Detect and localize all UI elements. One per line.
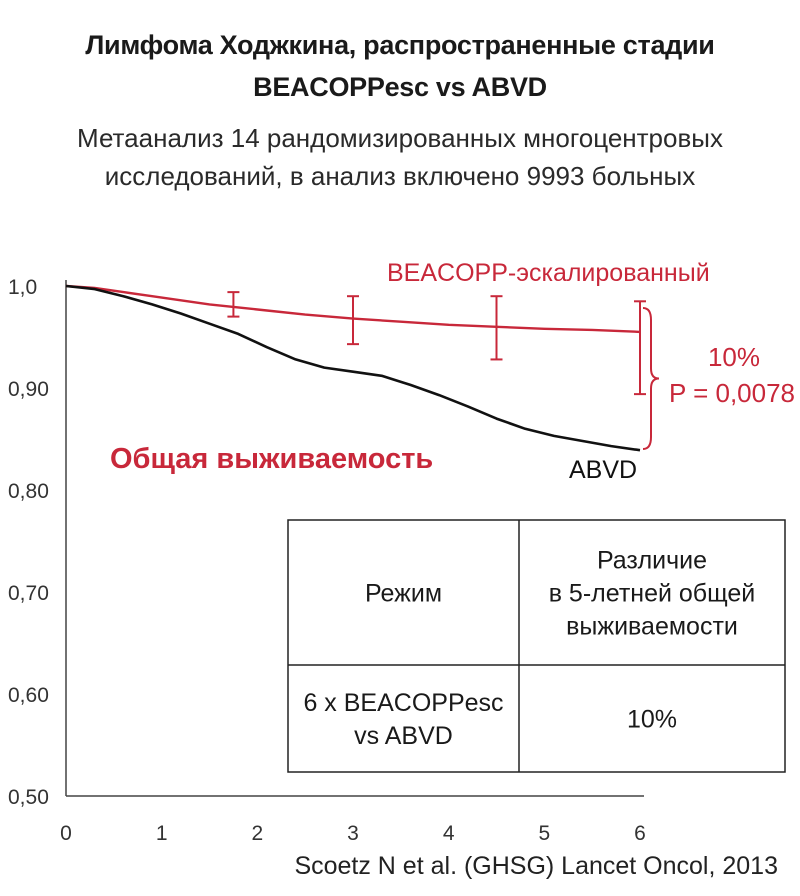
x-tick-label-0: 0 (60, 822, 72, 845)
chart-title-line2: BEACOPPesc vs ABVD (253, 72, 547, 102)
series-line-1 (65, 284, 641, 452)
inset-table-header-difference: Различие в 5-летней общей выживаемости (549, 547, 756, 641)
chart-title-line1: Лимфома Ходжкина, распространенные стади… (85, 30, 715, 60)
series-label-abvd: ABVD (569, 456, 637, 484)
inset-table-header-regimen: Режим (365, 580, 442, 608)
chart-subtitle-line2: исследований, в анализ включено 9993 бол… (104, 161, 696, 191)
reference-citation: Scoetz N et al. (GHSG) Lancet Oncol, 201… (294, 852, 778, 880)
p-value: P = 0,0078 (669, 378, 795, 408)
inset-table-cell-regimen: 6 x BEACOPPesc vs ABVD (303, 689, 503, 750)
y-tick-label-5: 0,50 (8, 786, 49, 809)
series-line-0 (65, 284, 641, 334)
x-tick-label-6: 6 (634, 822, 646, 845)
y-tick-label-0: 1,0 (8, 276, 37, 299)
x-tick-label-5: 5 (538, 822, 550, 845)
x-tick-label-1: 1 (156, 822, 168, 845)
y-tick-label-4: 0,60 (8, 684, 49, 707)
x-tick-label-2: 2 (251, 822, 263, 845)
series-label-beacopp: BEACOPP-эскалированный (387, 259, 710, 287)
endpoint-label: Общая выживаемость (110, 443, 433, 475)
chart-subtitle-line1: Метаанализ 14 рандомизированных многоцен… (77, 123, 723, 153)
y-tick-label-1: 0,90 (8, 378, 49, 401)
x-tick-label-4: 4 (443, 822, 455, 845)
y-tick-label-3: 0,70 (8, 582, 49, 605)
x-tick-label-3: 3 (347, 822, 359, 845)
y-tick-label-2: 0,80 (8, 480, 49, 503)
difference-brace (642, 307, 660, 450)
difference-value: 10% (708, 342, 760, 372)
inset-table (287, 519, 786, 773)
inset-table-cell-difference: 10% (627, 706, 677, 734)
